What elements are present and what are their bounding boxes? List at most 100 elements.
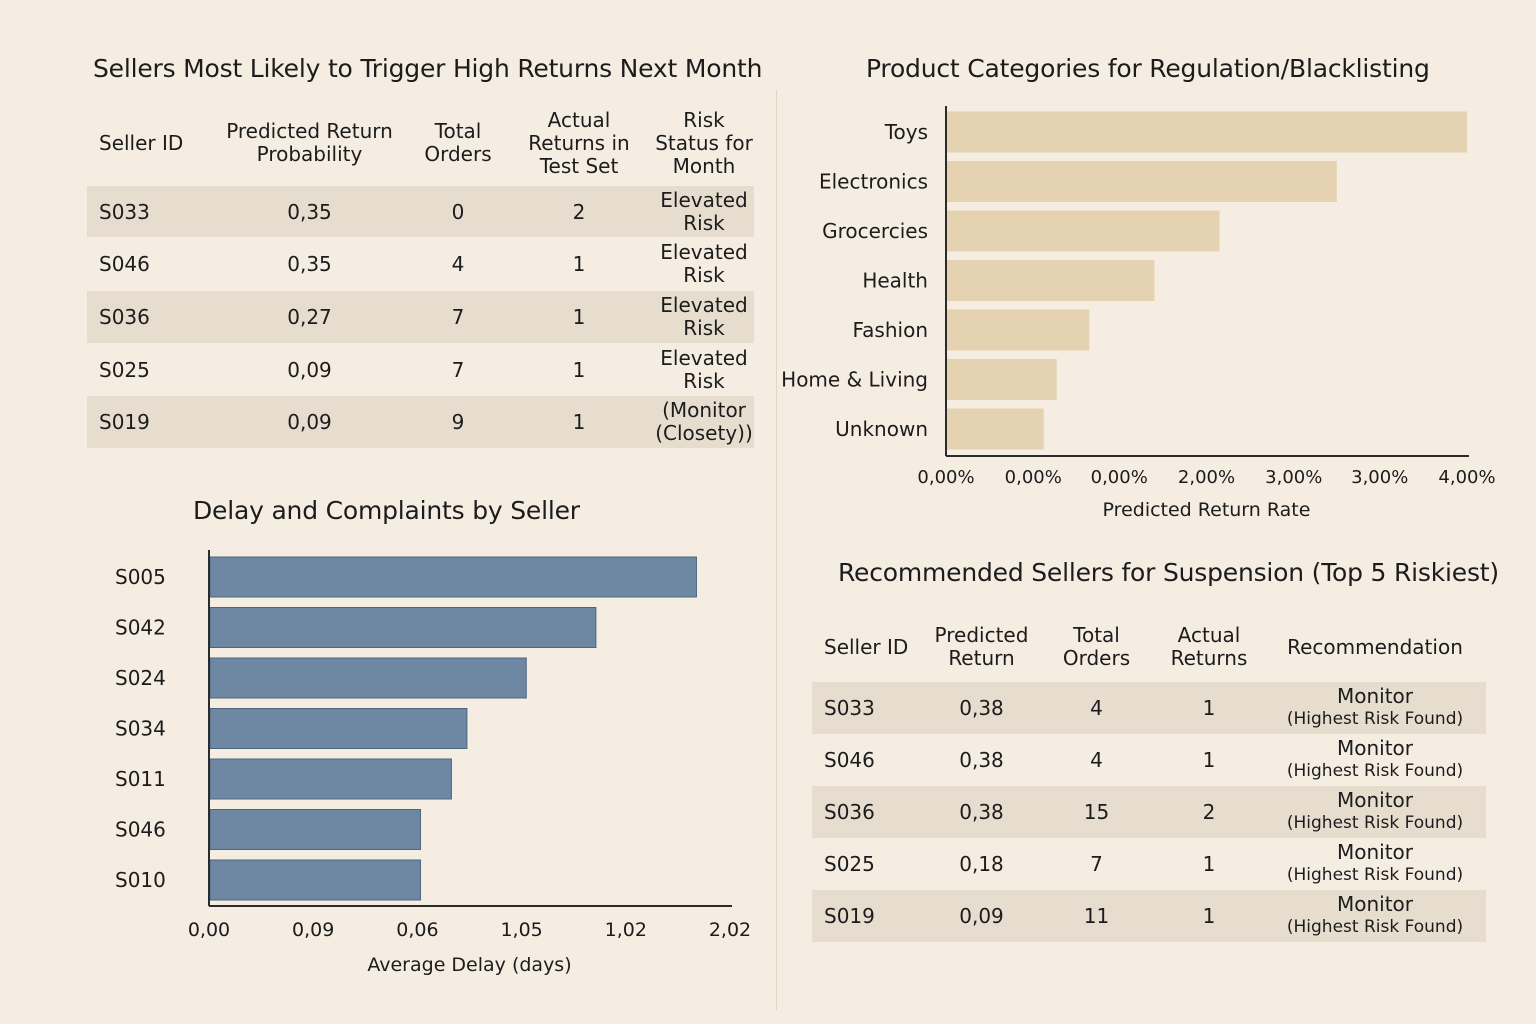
bar xyxy=(209,809,421,850)
bar xyxy=(947,210,1220,252)
table-row: S036 0,27 7 1 Elevated Risk xyxy=(87,291,754,343)
table-row: S025 0,18 7 1 Monitor (Highest Risk Found… xyxy=(812,838,1486,890)
risk-status-cell: (Monitor (Closety)) xyxy=(654,396,754,448)
header-risk-status: Risk Status for Month xyxy=(655,107,753,178)
x-tick-label: 0,00% xyxy=(1005,467,1062,488)
category-label: S011 xyxy=(115,767,166,791)
category-label: Unknown xyxy=(835,417,928,441)
predicted-return-cell: 0,38 xyxy=(924,786,1039,838)
category-label: Electronics xyxy=(819,170,928,194)
x-tick-label: 0,06 xyxy=(396,919,438,941)
risk-status-cell: Elevated Risk xyxy=(660,240,748,287)
category-label: S010 xyxy=(115,868,166,892)
category-label: Home & Living xyxy=(781,368,928,392)
seller-id-cell: S046 xyxy=(824,748,875,772)
total-orders-cell: 7 xyxy=(1090,852,1103,876)
risk-status-cell: Elevated Risk xyxy=(654,291,754,343)
x-tick-label: 0,00 xyxy=(188,919,230,941)
probability-cell: 0,35 xyxy=(207,186,412,237)
actual-returns-cell: 1 xyxy=(1154,682,1264,734)
actual-returns-cell: 1 xyxy=(572,357,586,382)
category-label: S034 xyxy=(115,717,166,741)
total-orders-cell: 7 xyxy=(412,291,504,343)
x-tick-label: 0,09 xyxy=(292,919,334,941)
bar xyxy=(209,657,527,699)
bar xyxy=(947,309,1090,351)
total-orders-cell: 15 xyxy=(1039,786,1154,838)
total-orders-cell: 7 xyxy=(451,357,465,382)
actual-returns-cell: 1 xyxy=(1154,890,1264,942)
bar xyxy=(947,359,1057,400)
seller-id-cell: S019 xyxy=(87,396,207,448)
table-row: S036 0,38 15 2 Monitor (Highest Risk Foun… xyxy=(812,786,1486,838)
category-label: Grocercies xyxy=(822,219,928,243)
x-tick-label: 1,02 xyxy=(605,919,647,941)
risk-status-cell: Elevated Risk xyxy=(654,186,754,237)
high-returns-title: Sellers Most Likely to Trigger High Retu… xyxy=(93,54,763,83)
x-tick-label: 1,05 xyxy=(500,919,542,941)
categories-chart-title: Product Categories for Regulation/Blackl… xyxy=(866,54,1430,83)
category-label: S042 xyxy=(115,616,166,640)
x-axis-label: Predicted Return Rate xyxy=(1103,499,1311,521)
table-row: S046 0,38 4 1 Monitor (Highest Risk Found… xyxy=(812,734,1486,786)
recommendation-cell: Monitor (Highest Risk Found) xyxy=(1264,890,1486,942)
x-tick-label: 4,00% xyxy=(1438,467,1495,488)
x-tick-label: 2,02 xyxy=(709,919,751,941)
table-row: S019 0,09 11 1 Monitor (Highest Risk Foun… xyxy=(812,890,1486,942)
seller-id-cell: S025 xyxy=(99,357,150,382)
bar xyxy=(947,408,1044,450)
suspension-title: Recommended Sellers for Suspension (Top … xyxy=(838,558,1499,587)
recommendation-cell: Monitor (Highest Risk Found) xyxy=(1286,840,1464,886)
seller-id-cell: S046 xyxy=(99,252,150,276)
bar xyxy=(209,859,421,901)
probability-cell: 0,09 xyxy=(207,396,412,448)
seller-id-cell: S019 xyxy=(812,890,924,942)
bar xyxy=(947,260,1155,301)
header-seller-id: Seller ID xyxy=(824,634,909,659)
bar xyxy=(209,708,468,749)
total-orders-cell: 11 xyxy=(1039,890,1154,942)
x-axis-label: Average Delay (days) xyxy=(367,954,571,976)
x-tick-label: 0,00% xyxy=(1091,467,1148,488)
category-label: Toys xyxy=(884,120,928,144)
header-actual-returns: Actual Returns xyxy=(1170,623,1248,670)
recommendation-cell: Monitor (Highest Risk Found) xyxy=(1286,736,1464,782)
predicted-return-cell: 0,09 xyxy=(924,890,1039,942)
category-label: S024 xyxy=(115,666,166,690)
header-predicted-return-probability: Predicted Return Probability xyxy=(226,119,393,166)
high-returns-header-row: Seller ID Predicted Return Probability To… xyxy=(87,100,754,186)
header-predicted-return: Predicted Return xyxy=(934,623,1029,670)
seller-id-cell: S033 xyxy=(812,682,924,734)
predicted-return-cell: 0,18 xyxy=(959,852,1004,876)
seller-id-cell: S025 xyxy=(824,852,875,876)
actual-returns-cell: 1 xyxy=(1202,852,1216,876)
actual-returns-cell: 1 xyxy=(1202,748,1216,772)
seller-id-cell: S036 xyxy=(87,291,207,343)
header-actual-returns: Actual Returns in Test Set xyxy=(528,107,630,178)
total-orders-cell: 4 xyxy=(1039,682,1154,734)
category-label: Fashion xyxy=(853,318,929,342)
total-orders-cell: 0 xyxy=(412,186,504,237)
total-orders-cell: 4 xyxy=(1090,748,1103,772)
table-row: S046 0,35 4 1 Elevated Risk xyxy=(87,237,754,291)
bar xyxy=(209,607,597,648)
recommendation-cell: Monitor (Highest Risk Found) xyxy=(1264,682,1486,734)
category-label: S046 xyxy=(115,818,166,842)
table-row: S033 0,35 0 2 Elevated Risk xyxy=(87,186,754,237)
probability-cell: 0,09 xyxy=(287,357,332,382)
header-seller-id: Seller ID xyxy=(99,130,184,155)
suspension-table: Seller ID Predicted Return Total Orders Ac… xyxy=(812,612,1486,942)
x-tick-label: 3,00% xyxy=(1265,467,1322,488)
actual-returns-cell: 1 xyxy=(504,396,654,448)
table-row: S019 0,09 9 1 (Monitor (Closety)) xyxy=(87,396,754,448)
table-row: S033 0,38 4 1 Monitor (Highest Risk Found… xyxy=(812,682,1486,734)
panel-divider xyxy=(776,90,777,1010)
probability-cell: 0,35 xyxy=(287,252,332,276)
probability-cell: 0,27 xyxy=(207,291,412,343)
actual-returns-cell: 1 xyxy=(504,291,654,343)
category-label: Health xyxy=(862,269,928,293)
header-recommendation: Recommendation xyxy=(1287,634,1463,659)
total-orders-cell: 4 xyxy=(451,252,465,276)
recommendation-cell: Monitor (Highest Risk Found) xyxy=(1264,786,1486,838)
